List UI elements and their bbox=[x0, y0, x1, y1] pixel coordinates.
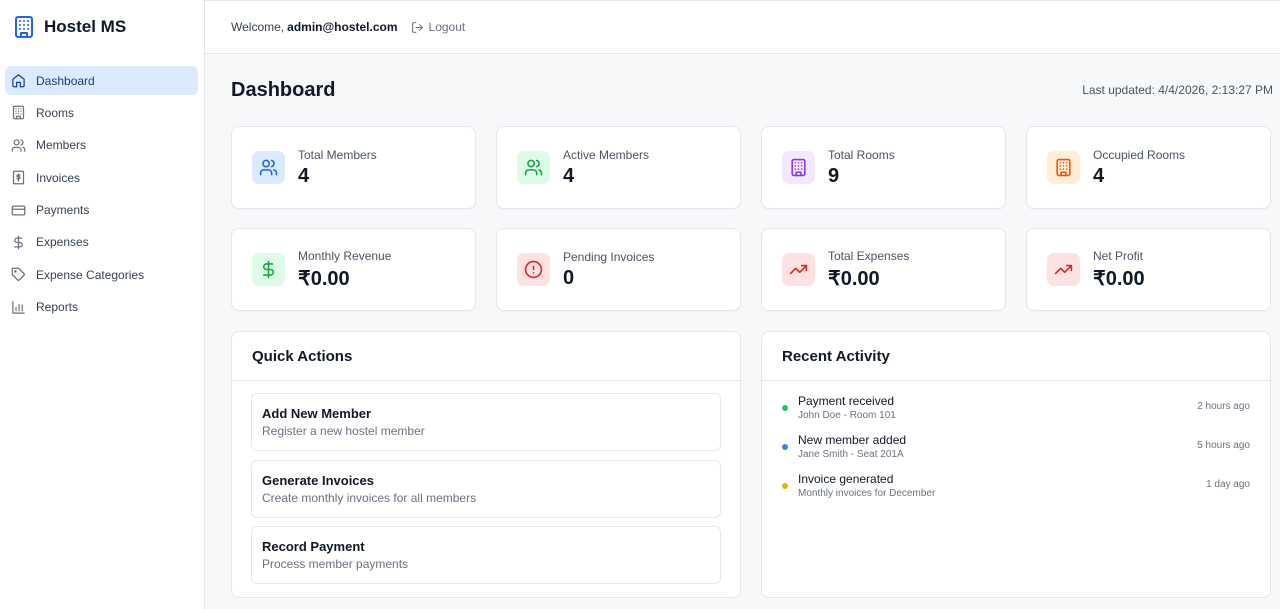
users-icon bbox=[11, 138, 26, 153]
dollar-icon bbox=[11, 235, 26, 250]
panel-title: Quick Actions bbox=[232, 332, 740, 381]
record-payment-button[interactable]: Record Payment Process member payments bbox=[251, 526, 721, 584]
panel-title: Recent Activity bbox=[762, 332, 1270, 381]
sidebar-item-dashboard[interactable]: Dashboard bbox=[5, 66, 198, 95]
stat-label: Monthly Revenue bbox=[298, 248, 392, 263]
stat-card-total-expenses: Total Expenses ₹0.00 bbox=[761, 228, 1006, 311]
action-title: Add New Member bbox=[262, 406, 372, 421]
building-icon bbox=[1047, 151, 1080, 184]
users-icon bbox=[252, 151, 285, 184]
top-header: Welcome, admin@hostel.com Logout bbox=[205, 0, 1280, 54]
add-member-button[interactable]: Add New Member Register a new hostel mem… bbox=[251, 393, 721, 451]
sidebar-item-label: Expenses bbox=[36, 235, 89, 250]
action-desc: Process member payments bbox=[262, 557, 409, 571]
activity-title: Payment received bbox=[798, 394, 895, 408]
stat-label: Active Members bbox=[563, 147, 650, 162]
welcome-prefix: Welcome, bbox=[231, 20, 285, 34]
activity-time: 2 hours ago bbox=[1197, 401, 1250, 412]
trending-up-icon bbox=[782, 253, 815, 286]
users-icon bbox=[517, 151, 550, 184]
sidebar-item-members[interactable]: Members bbox=[5, 131, 198, 160]
sidebar-item-label: Payments bbox=[36, 203, 90, 218]
credit-card-icon bbox=[11, 203, 26, 218]
stat-card-monthly-revenue: Monthly Revenue ₹0.00 bbox=[231, 228, 476, 311]
activity-sub: John Doe - Room 101 bbox=[798, 410, 896, 421]
sidebar-item-label: Members bbox=[36, 138, 87, 153]
activity-sub: Monthly invoices for December bbox=[798, 488, 936, 499]
tag-icon bbox=[11, 267, 26, 282]
status-dot bbox=[782, 444, 788, 450]
list-item: Invoice generated Monthly invoices for D… bbox=[782, 472, 1250, 511]
stat-value: 4 bbox=[1093, 164, 1105, 187]
stat-value: 9 bbox=[828, 164, 840, 187]
logout-label: Logout bbox=[428, 20, 466, 34]
stat-card-pending-invoices: Pending Invoices 0 bbox=[496, 228, 741, 311]
action-desc: Register a new hostel member bbox=[262, 424, 425, 438]
brand-title: Hostel MS bbox=[44, 16, 127, 36]
activity-time: 1 day ago bbox=[1206, 479, 1250, 490]
sidebar-item-label: Dashboard bbox=[36, 73, 95, 88]
trending-up-icon bbox=[1047, 253, 1080, 286]
receipt-icon bbox=[11, 170, 26, 185]
stat-label: Total Rooms bbox=[828, 147, 895, 162]
user-email: admin@hostel.com bbox=[287, 20, 398, 34]
sidebar-item-expense-categories[interactable]: Expense Categories bbox=[5, 260, 198, 289]
stat-value: ₹0.00 bbox=[828, 267, 880, 290]
list-item: New member added Jane Smith - Seat 201A … bbox=[782, 433, 1250, 472]
stat-card-active-members: Active Members 4 bbox=[496, 126, 741, 209]
stat-card-occupied-rooms: Occupied Rooms 4 bbox=[1026, 126, 1271, 209]
status-dot bbox=[782, 483, 788, 489]
activity-sub: Jane Smith - Seat 201A bbox=[798, 449, 904, 460]
sidebar-item-label: Reports bbox=[36, 300, 79, 315]
building-icon bbox=[12, 15, 36, 39]
home-icon bbox=[11, 73, 26, 88]
brand[interactable]: Hostel MS bbox=[0, 0, 204, 53]
sidebar-item-invoices[interactable]: Invoices bbox=[5, 163, 198, 192]
sidebar-item-expenses[interactable]: Expenses bbox=[5, 228, 198, 257]
stat-label: Total Expenses bbox=[828, 248, 910, 263]
stat-value: ₹0.00 bbox=[298, 267, 350, 290]
stat-label: Occupied Rooms bbox=[1093, 147, 1186, 162]
stat-value: 4 bbox=[298, 164, 310, 187]
stat-label: Net Profit bbox=[1093, 248, 1144, 263]
list-item: Payment received John Doe - Room 101 2 h… bbox=[782, 394, 1250, 433]
alert-circle-icon bbox=[517, 253, 550, 286]
building-icon bbox=[782, 151, 815, 184]
action-title: Generate Invoices bbox=[262, 472, 374, 488]
sidebar-item-payments[interactable]: Payments bbox=[5, 196, 198, 225]
stat-label: Total Members bbox=[298, 147, 377, 162]
sidebar-item-rooms[interactable]: Rooms bbox=[5, 98, 198, 127]
stat-card-total-members: Total Members 4 bbox=[231, 126, 476, 209]
building-icon bbox=[11, 105, 26, 120]
logout-button[interactable]: Logout bbox=[411, 20, 466, 34]
stat-label: Pending Invoices bbox=[563, 249, 655, 264]
logout-icon bbox=[411, 21, 424, 34]
status-dot bbox=[782, 405, 788, 411]
stat-card-net-profit: Net Profit ₹0.00 bbox=[1026, 228, 1271, 311]
activity-title: Invoice generated bbox=[798, 472, 894, 486]
action-desc: Create monthly invoices for all members bbox=[262, 490, 477, 505]
sidebar-item-label: Rooms bbox=[36, 105, 75, 120]
generate-invoices-button[interactable]: Generate Invoices Create monthly invoice… bbox=[251, 459, 721, 518]
recent-activity-panel: Recent Activity Payment received John Do… bbox=[761, 331, 1271, 598]
sidebar-item-label: Expense Categories bbox=[36, 267, 145, 282]
stat-card-total-rooms: Total Rooms 9 bbox=[761, 126, 1006, 209]
page-title: Dashboard bbox=[231, 78, 336, 101]
action-title: Record Payment bbox=[262, 539, 365, 554]
stat-value: 0 bbox=[563, 266, 575, 289]
stat-value: 4 bbox=[563, 164, 575, 187]
sidebar-item-reports[interactable]: Reports bbox=[5, 293, 198, 322]
bar-chart-icon bbox=[11, 300, 26, 315]
activity-title: New member added bbox=[798, 433, 907, 447]
sidebar-item-label: Invoices bbox=[36, 170, 81, 185]
dollar-icon bbox=[252, 253, 285, 286]
last-updated: Last updated: 4/4/2026, 2:13:27 PM bbox=[1082, 83, 1273, 97]
quick-actions-panel: Quick Actions Add New Member Register a … bbox=[231, 331, 741, 598]
main-content: Dashboard Last updated: 4/4/2026, 2:13:2… bbox=[231, 54, 1273, 598]
sidebar-nav: Dashboard Rooms Members Invoices Payment… bbox=[0, 53, 204, 322]
stat-value: ₹0.00 bbox=[1093, 267, 1145, 290]
sidebar: Hostel MS Dashboard Rooms Members Invoic… bbox=[0, 0, 205, 609]
stats-grid: Total Members 4 Active Members 4 Total Roo… bbox=[231, 126, 1273, 311]
activity-time: 5 hours ago bbox=[1197, 440, 1250, 451]
